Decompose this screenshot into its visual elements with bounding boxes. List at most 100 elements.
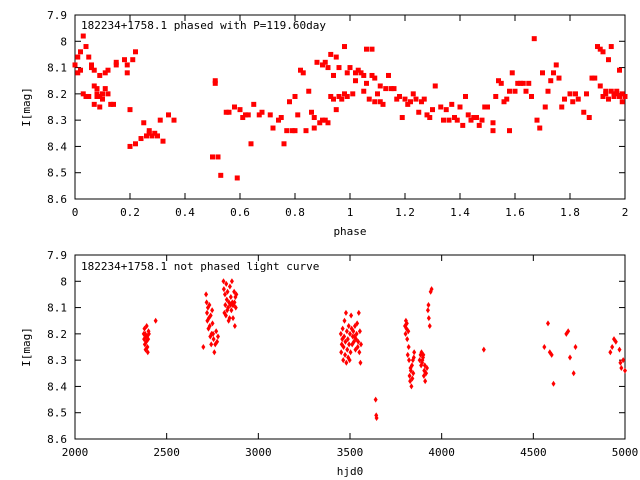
data-point <box>149 133 155 139</box>
data-point <box>545 88 551 94</box>
x-tick-label: 0 <box>72 206 79 219</box>
data-point <box>468 117 474 123</box>
data-point <box>411 370 416 377</box>
data-point <box>102 70 108 76</box>
data-point <box>573 344 578 350</box>
data-point <box>529 93 534 99</box>
data-point <box>617 67 622 73</box>
data-point <box>603 91 609 97</box>
data-point <box>611 93 617 99</box>
data-point <box>97 93 103 99</box>
data-point <box>350 91 356 97</box>
data-point <box>281 141 287 147</box>
plot-frame <box>74 14 626 200</box>
data-point <box>353 70 358 76</box>
data-point <box>471 115 477 121</box>
data-point <box>408 367 413 374</box>
y-tick-label: 8.2 <box>47 328 67 341</box>
data-point <box>359 341 363 348</box>
data-point <box>346 322 351 329</box>
data-point <box>611 91 617 97</box>
data-point <box>412 349 417 356</box>
data-point <box>353 78 358 84</box>
data-point <box>405 336 410 343</box>
data-point <box>344 328 349 335</box>
data-point <box>404 320 409 327</box>
data-point <box>413 96 419 102</box>
data-point <box>320 117 325 123</box>
data-point <box>617 346 622 353</box>
data-point <box>548 78 554 84</box>
data-point <box>369 46 375 52</box>
chart-title: 182234+1758.1 phased with P=119.60day <box>81 19 326 32</box>
data-point <box>97 104 103 110</box>
data-point <box>146 336 151 343</box>
data-point <box>276 117 281 123</box>
data-point <box>411 354 416 361</box>
data-point <box>317 120 323 126</box>
data-point <box>226 304 231 311</box>
data-point <box>223 312 228 319</box>
data-point <box>619 91 625 97</box>
data-point <box>336 65 342 71</box>
data-points <box>141 278 627 421</box>
data-point <box>369 72 375 78</box>
data-point <box>394 96 400 102</box>
data-point <box>232 104 237 110</box>
data-point <box>347 65 353 71</box>
data-point <box>606 57 611 63</box>
data-point <box>540 70 545 76</box>
x-tick-label: 0.8 <box>285 206 305 219</box>
data-point <box>221 286 226 293</box>
data-point <box>406 328 411 335</box>
data-point <box>349 312 354 319</box>
data-point <box>523 88 529 94</box>
data-point <box>295 112 301 118</box>
data-point <box>364 80 369 86</box>
data-point <box>571 370 576 377</box>
data-point <box>311 115 317 121</box>
data-point <box>383 86 389 92</box>
data-point <box>75 70 81 76</box>
data-point <box>619 365 624 372</box>
data-point <box>355 320 360 327</box>
data-point <box>78 67 83 73</box>
data-point <box>375 91 380 97</box>
data-point <box>111 101 116 107</box>
data-point <box>617 93 622 99</box>
data-point <box>351 328 356 335</box>
x-axis-label: hjd0 <box>337 465 364 478</box>
data-point <box>509 70 515 76</box>
data-point <box>133 141 138 147</box>
data-point <box>354 330 359 337</box>
data-point <box>212 349 217 356</box>
data-point <box>204 291 209 298</box>
data-point <box>426 315 431 322</box>
data-point <box>429 286 434 293</box>
data-point <box>267 112 273 118</box>
data-point <box>424 112 430 118</box>
data-point <box>424 370 429 377</box>
data-point <box>245 112 251 118</box>
data-points <box>72 33 628 181</box>
data-point <box>597 46 603 52</box>
data-point <box>221 278 226 285</box>
data-point <box>417 357 422 364</box>
data-point <box>421 96 427 102</box>
data-point <box>233 304 238 311</box>
data-point <box>361 88 367 94</box>
x-tick-label: 1 <box>347 206 354 219</box>
data-point <box>608 88 614 94</box>
x-tick-label: 2500 <box>153 446 180 459</box>
y-tick-label: 7.9 <box>47 249 67 262</box>
x-axis-label: phase <box>333 225 366 238</box>
data-point <box>600 49 606 55</box>
data-point <box>551 70 556 76</box>
data-point <box>465 112 471 118</box>
data-point <box>300 70 306 76</box>
data-point <box>157 117 163 123</box>
data-point <box>144 322 149 329</box>
data-point <box>595 44 600 50</box>
x-tick-label: 2000 <box>62 446 89 459</box>
data-point <box>386 72 391 78</box>
